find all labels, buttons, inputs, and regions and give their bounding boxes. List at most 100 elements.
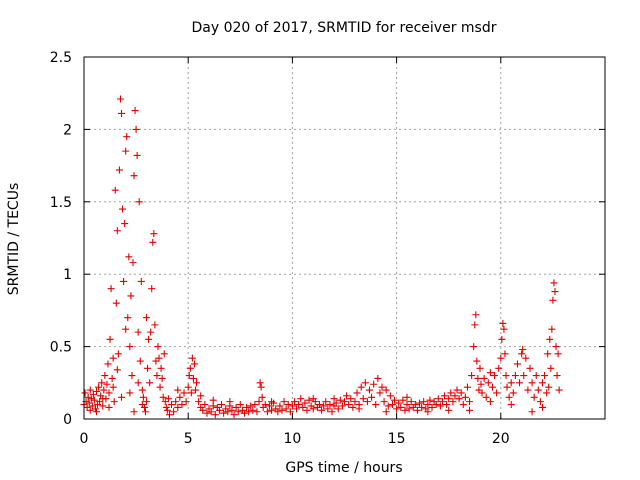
data-point	[473, 357, 481, 365]
data-point	[403, 401, 411, 409]
data-point	[203, 409, 211, 417]
data-point	[186, 364, 194, 372]
data-point	[131, 107, 139, 115]
y-tick-label: 1.5	[50, 195, 72, 211]
data-point	[224, 408, 232, 416]
data-point	[256, 379, 264, 387]
data-point	[88, 402, 96, 410]
data-point	[347, 395, 355, 403]
data-point	[245, 408, 253, 416]
data-point	[399, 396, 407, 404]
data-point	[338, 402, 346, 410]
data-point	[154, 343, 162, 351]
data-point	[330, 395, 338, 403]
data-point	[395, 399, 403, 407]
data-point	[145, 335, 153, 343]
data-point	[115, 166, 123, 174]
data-point	[426, 396, 434, 404]
data-point	[129, 259, 137, 267]
data-point	[411, 401, 419, 409]
data-point	[332, 399, 340, 407]
data-point	[405, 405, 413, 413]
data-point	[152, 357, 160, 365]
data-point	[334, 405, 342, 413]
data-point	[534, 386, 542, 394]
data-point	[459, 401, 467, 409]
data-point	[457, 389, 465, 397]
data-point	[149, 238, 157, 246]
x-tick-label: 0	[80, 431, 89, 447]
data-point	[190, 360, 198, 368]
data-point	[139, 393, 147, 401]
data-point	[178, 401, 186, 409]
data-point	[370, 380, 378, 388]
data-point	[162, 403, 170, 411]
data-point	[278, 406, 286, 414]
data-point	[143, 398, 151, 406]
data-point	[500, 325, 508, 333]
grid-lines	[84, 57, 605, 419]
data-point	[113, 366, 121, 374]
data-point	[477, 380, 485, 388]
data-point	[147, 328, 155, 336]
data-point	[359, 395, 367, 403]
data-point	[240, 409, 248, 417]
data-point	[105, 403, 113, 411]
data-point	[135, 198, 143, 206]
data-point	[438, 398, 446, 406]
data-point	[493, 389, 501, 397]
data-point	[384, 402, 392, 410]
data-point	[174, 386, 182, 394]
data-point	[263, 408, 271, 416]
data-point	[503, 383, 511, 391]
data-point	[268, 398, 276, 406]
axis-ticks	[83, 56, 605, 420]
data-point	[93, 408, 101, 416]
data-point	[247, 402, 255, 410]
data-point	[463, 383, 471, 391]
data-point	[174, 403, 182, 411]
data-point	[137, 277, 145, 285]
data-point	[120, 277, 128, 285]
data-point	[336, 396, 344, 404]
data-point	[472, 311, 480, 319]
data-point	[143, 314, 151, 322]
data-point	[424, 401, 432, 409]
data-point	[372, 401, 380, 409]
data-point	[133, 151, 141, 159]
data-point	[309, 405, 317, 413]
data-point	[136, 357, 144, 365]
data-point	[397, 403, 405, 411]
data-point	[351, 398, 359, 406]
data-point	[309, 395, 317, 403]
data-point	[355, 405, 363, 413]
data-point	[475, 386, 483, 394]
data-point	[122, 325, 130, 333]
data-point	[545, 383, 553, 391]
data-point	[528, 408, 536, 416]
data-point	[518, 350, 526, 358]
data-point	[538, 379, 546, 387]
data-point	[86, 386, 94, 394]
data-point	[253, 408, 261, 416]
data-point	[553, 372, 561, 380]
data-point	[201, 401, 209, 409]
data-point	[226, 398, 234, 406]
data-point	[520, 372, 528, 380]
data-point	[538, 403, 546, 411]
data-point	[257, 383, 265, 391]
data-point	[161, 398, 169, 406]
data-point	[286, 408, 294, 416]
data-point	[209, 396, 217, 404]
data-point	[121, 220, 129, 228]
y-tick-label: 2	[63, 122, 72, 138]
data-point	[290, 398, 298, 406]
y-tick-label: 0	[63, 412, 72, 428]
data-point	[466, 398, 474, 406]
data-point	[324, 405, 332, 413]
y-tick-label: 1	[63, 267, 72, 283]
data-point	[363, 398, 371, 406]
data-point	[445, 395, 453, 403]
data-point	[191, 386, 199, 394]
data-point	[474, 374, 482, 382]
